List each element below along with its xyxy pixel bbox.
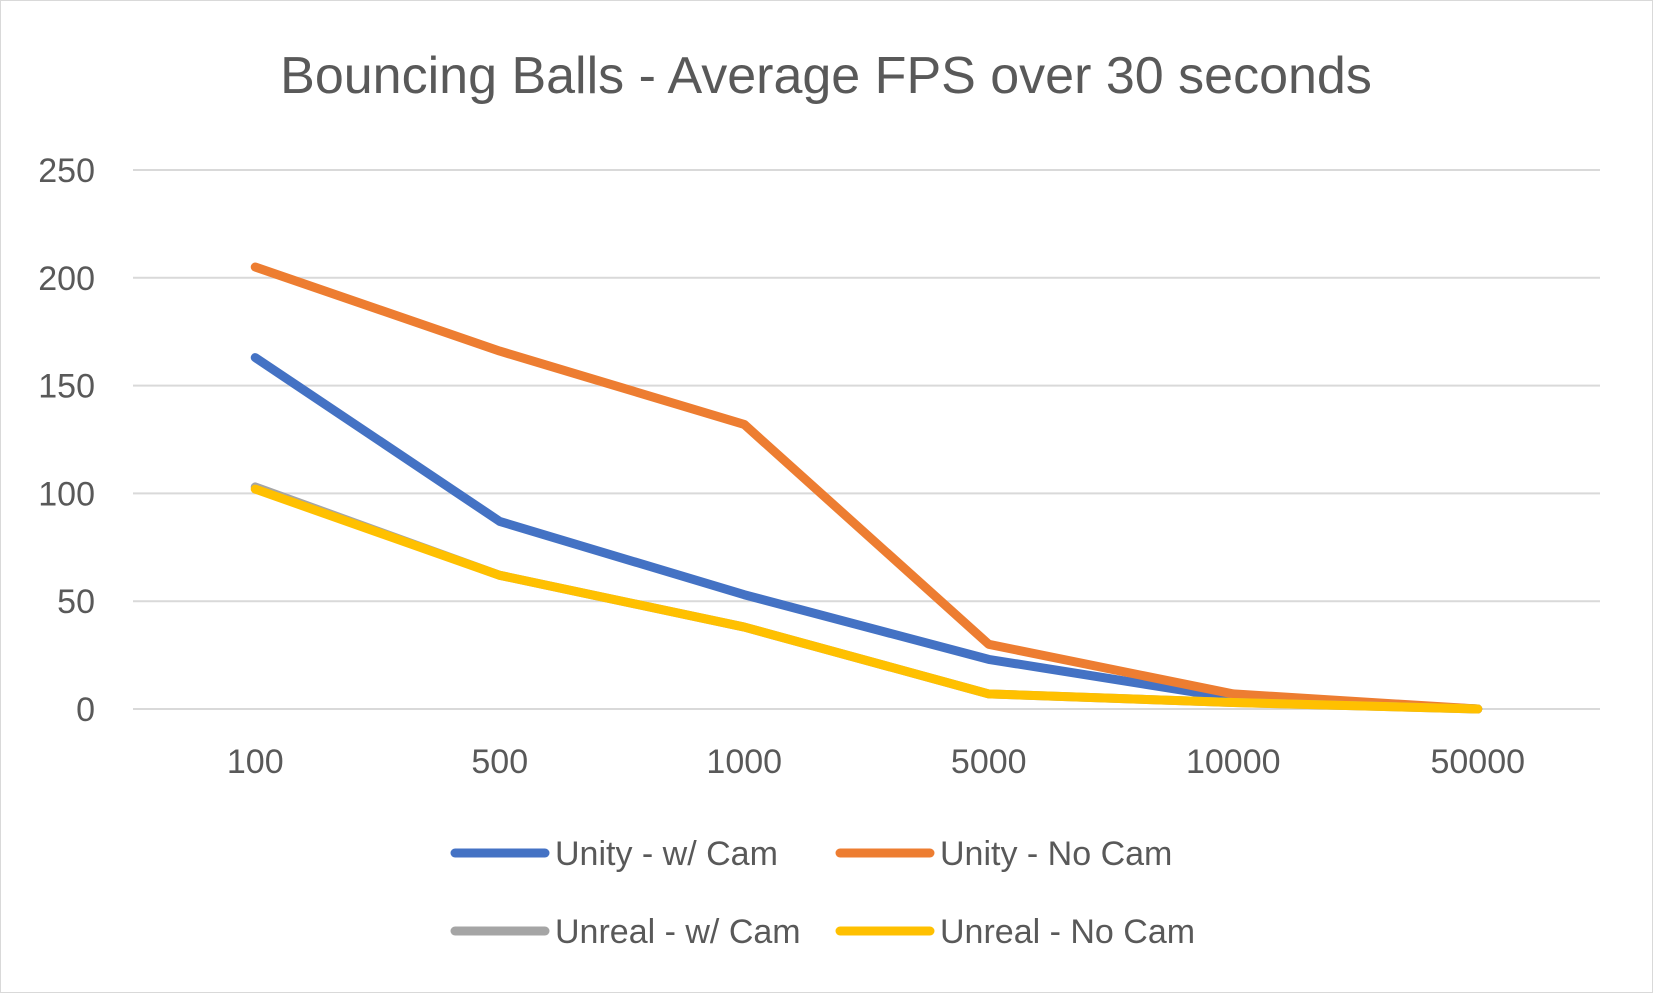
y-tick-label: 100: [38, 475, 95, 513]
x-tick-label: 100: [227, 743, 284, 781]
x-tick-label: 50000: [1430, 743, 1525, 781]
series-line-4: [250, 484, 1483, 714]
y-tick-label: 0: [76, 691, 95, 729]
x-tick-label: 10000: [1186, 743, 1281, 781]
series-lines: [250, 262, 1483, 714]
series-line-3: [250, 482, 1483, 714]
x-tick-label: 1000: [706, 743, 782, 781]
series-line-2: [250, 262, 1483, 714]
legend-label: Unreal - No Cam: [940, 913, 1195, 951]
y-tick-label: 250: [38, 152, 95, 190]
x-tick-label: 500: [471, 743, 528, 781]
legend-label: Unity - w/ Cam: [555, 835, 778, 873]
legend: Unity - w/ Cam Unity - No Cam Unreal - w/ …: [450, 835, 1195, 951]
x-tick-label: 5000: [951, 743, 1027, 781]
y-axis-ticks: 0 50 100 150 200 250: [38, 152, 95, 729]
y-tick-label: 150: [38, 368, 95, 406]
x-axis-ticks: 100 500 1000 5000 10000 50000: [227, 743, 1525, 781]
legend-label: Unity - No Cam: [940, 835, 1172, 873]
y-tick-label: 50: [57, 583, 95, 621]
legend-label: Unreal - w/ Cam: [555, 913, 801, 951]
chart-title: Bouncing Balls - Average FPS over 30 sec…: [280, 47, 1372, 105]
y-tick-label: 200: [38, 260, 95, 298]
